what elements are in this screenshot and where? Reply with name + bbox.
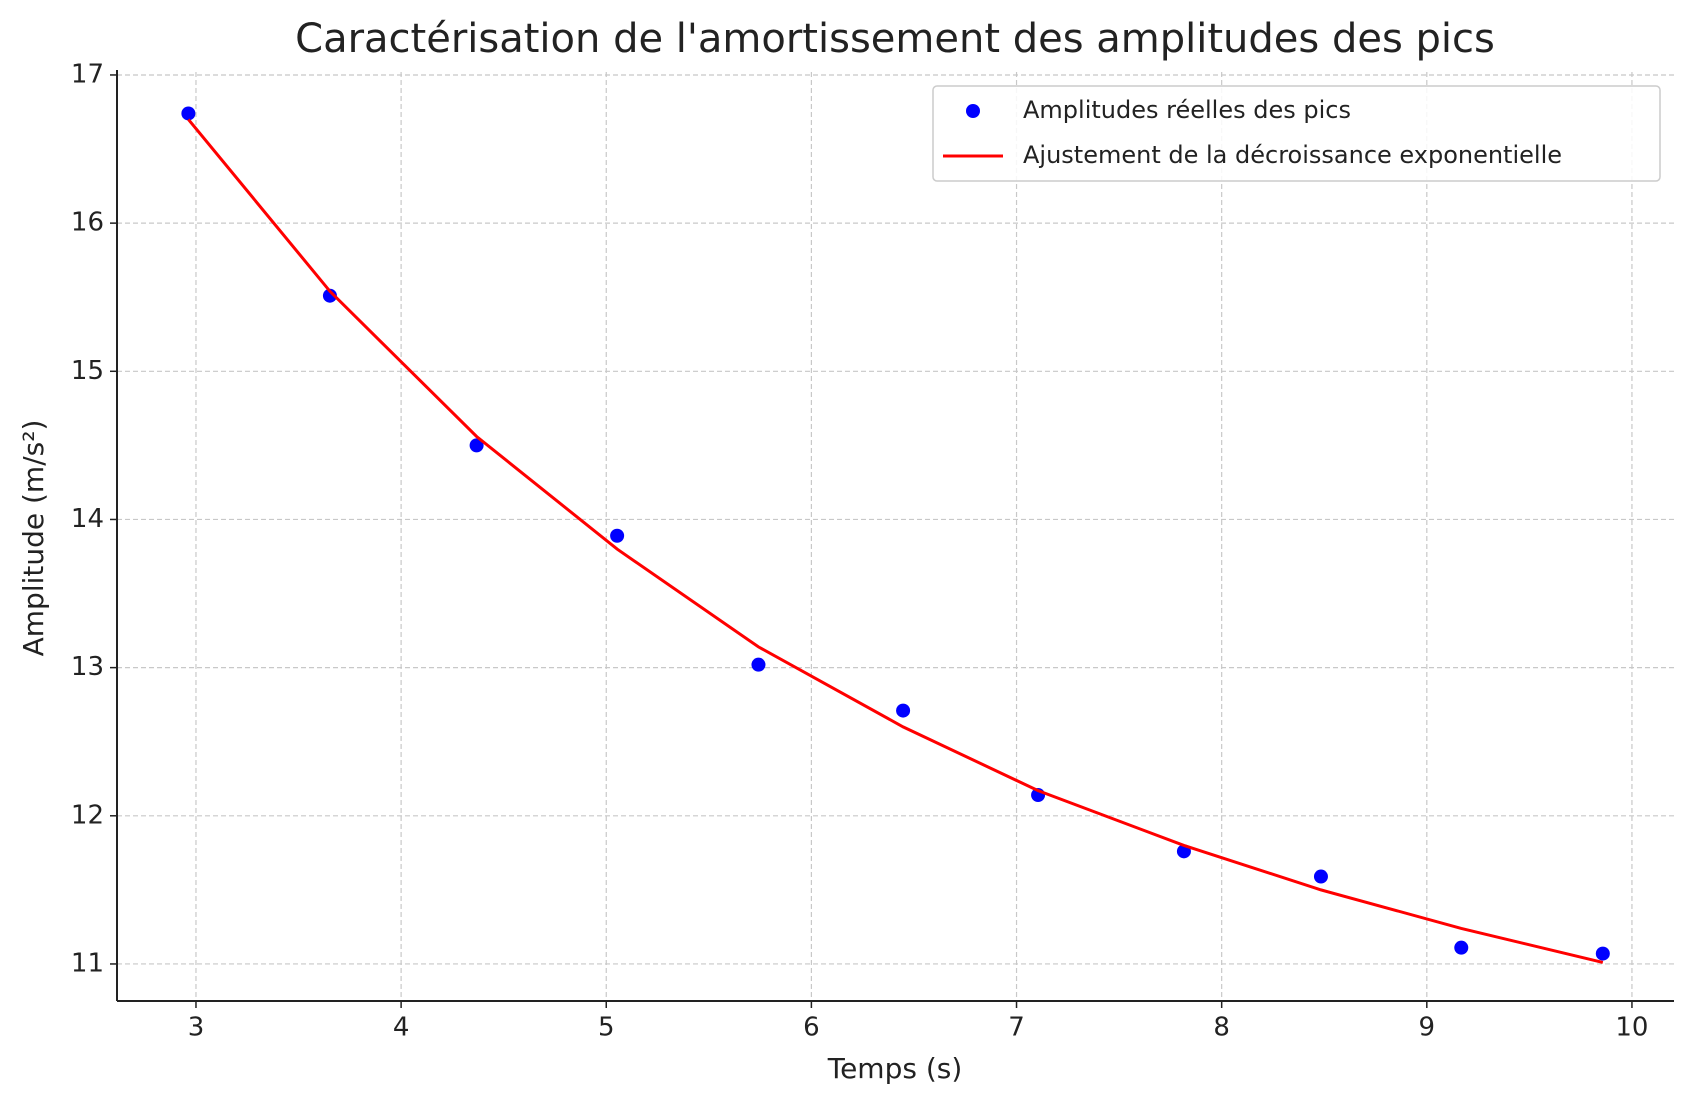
x-tick-label: 4: [393, 1013, 410, 1043]
x-tick-label: 5: [598, 1013, 615, 1043]
y-tick-label: 11: [71, 948, 104, 978]
y-tick-label: 17: [71, 59, 104, 89]
data-point: [610, 528, 625, 543]
x-tick-label: 7: [1008, 1013, 1025, 1043]
data-point: [1313, 869, 1328, 884]
fit-line: [187, 118, 1604, 964]
chart-title: Caractérisation de l'amortissement des a…: [295, 16, 1495, 62]
data-point: [1595, 946, 1610, 961]
legend-box: [932, 85, 1661, 182]
x-axis-label: Temps (s): [827, 1052, 963, 1085]
y-tick-label: 14: [71, 504, 104, 534]
data-point: [751, 657, 766, 672]
y-tick-label: 15: [71, 356, 104, 386]
data-point: [1454, 940, 1469, 955]
x-tick-label: 3: [188, 1013, 205, 1043]
legend-label: Ajustement de la décroissance exponentie…: [1023, 141, 1562, 169]
y-tick-label: 13: [71, 652, 104, 682]
data-point: [896, 703, 911, 718]
y-tick-label: 12: [71, 800, 104, 830]
y-tick-label: 16: [71, 208, 104, 238]
x-tick-label: 6: [803, 1013, 820, 1043]
x-tick-label: 10: [1615, 1013, 1648, 1043]
legend-marker: [966, 104, 980, 118]
data-point: [469, 438, 484, 453]
legend-label: Amplitudes réelles des pics: [1023, 96, 1351, 124]
data-point: [322, 288, 337, 303]
x-tick-label: 8: [1213, 1013, 1230, 1043]
data-point: [181, 106, 196, 121]
x-tick-label: 9: [1419, 1013, 1436, 1043]
legend: Amplitudes réelles des pics Ajustement de…: [932, 85, 1661, 182]
y-axis-label: Amplitude (m/s²): [17, 420, 50, 657]
